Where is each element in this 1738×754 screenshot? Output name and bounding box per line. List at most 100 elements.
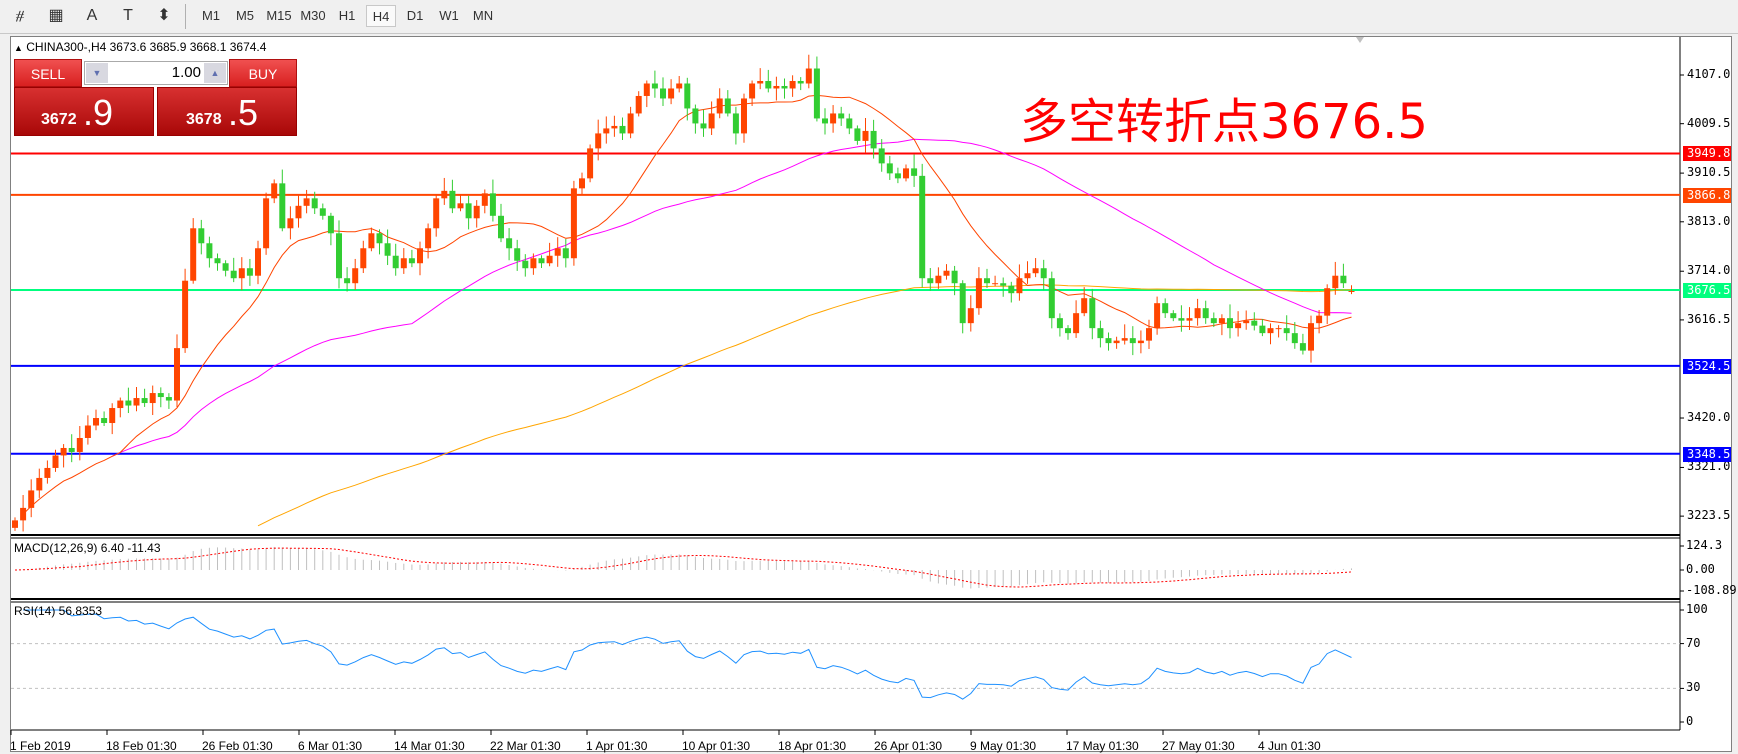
bearish-candle — [1251, 320, 1258, 326]
chart-window[interactable] — [10, 36, 1732, 752]
lot-decrease-icon[interactable]: ▼ — [86, 63, 108, 83]
lot-size-input[interactable]: ▼ 1.00 ▲ — [84, 61, 228, 85]
bullish-candle — [149, 393, 156, 404]
bearish-candle — [327, 215, 334, 234]
timeframe-m5[interactable]: M5 — [235, 8, 255, 23]
bullish-candle — [441, 190, 448, 199]
bearish-candle — [506, 238, 513, 249]
bearish-candle — [822, 118, 828, 124]
bearish-candle — [813, 68, 820, 119]
bearish-candle — [344, 278, 351, 284]
price-level-label: 3866.8 — [1683, 187, 1731, 203]
bullish-candle — [360, 248, 367, 269]
x-tick-label: 27 May 01:30 — [1162, 739, 1235, 753]
bearish-candle — [489, 193, 496, 216]
x-tick-label: 18 Apr 01:30 — [778, 739, 847, 753]
macd-tick-label: -108.89 — [1686, 583, 1737, 597]
rsi-tick-label: 0 — [1686, 714, 1694, 728]
text-icon[interactable]: A — [86, 7, 98, 24]
bullish-candle — [182, 280, 189, 349]
bullish-candle — [805, 68, 812, 84]
moving-average-fast-line — [22, 94, 1352, 515]
bearish-candle — [246, 268, 253, 276]
timeframe-mn[interactable]: MN — [472, 8, 494, 23]
bearish-candle — [846, 118, 853, 129]
macd-tick-label: 0.00 — [1686, 562, 1715, 576]
bearish-candle — [765, 80, 772, 89]
bearish-candle — [1089, 298, 1096, 329]
bearish-candle — [854, 128, 861, 141]
sell-price-button[interactable]: 3672 .9 — [14, 87, 154, 136]
bearish-candle — [449, 190, 456, 209]
bearish-candle — [408, 258, 415, 264]
bullish-candle — [76, 437, 83, 452]
bearish-candle — [1105, 338, 1112, 344]
collapse-triangle-icon[interactable]: ▲ — [14, 43, 23, 53]
bullish-candle — [60, 447, 67, 456]
bearish-candle — [376, 233, 383, 244]
bearish-candle — [1162, 303, 1169, 314]
bearish-candle — [1227, 318, 1233, 329]
lot-size-value[interactable]: 1.00 — [171, 64, 201, 81]
bearish-candle — [951, 270, 958, 284]
bearish-candle — [1202, 308, 1209, 319]
buy-price-button[interactable]: 3678 .5 — [157, 87, 297, 136]
buy-button[interactable]: BUY — [229, 59, 297, 87]
bullish-candle — [457, 203, 464, 209]
text-label-icon[interactable]: T — [123, 7, 133, 24]
x-tick-label: 22 Mar 01:30 — [490, 739, 561, 753]
timeframe-d1[interactable]: D1 — [406, 8, 424, 23]
timeframe-m15[interactable]: M15 — [266, 8, 292, 23]
timeframe-h4[interactable]: H4 — [366, 5, 396, 27]
fibonacci-fan-icon[interactable]: ▦ — [48, 7, 64, 24]
bullish-candle — [587, 148, 594, 179]
bullish-candle — [862, 130, 869, 141]
arrows-dropdown-icon[interactable]: ⬍ — [157, 7, 171, 24]
pivot-annotation: 多空转折点3676.5 — [1020, 94, 1428, 150]
bearish-candle — [1178, 318, 1185, 321]
bullish-candle — [481, 193, 488, 206]
bearish-candle — [498, 215, 504, 239]
bullish-candle — [271, 183, 278, 199]
bullish-candle — [595, 133, 602, 149]
y-tick-label: 3420.0 — [1687, 410, 1731, 425]
price-level-label: 3524.5 — [1683, 358, 1731, 374]
rsi-line — [23, 609, 1352, 700]
timeframe-m1[interactable]: M1 — [201, 8, 221, 23]
price-level-label: 3949.8 — [1683, 146, 1731, 162]
fibonacci-expansion-icon[interactable]: ⧣ — [15, 7, 25, 24]
bullish-candle — [789, 80, 796, 89]
macd-title: MACD(12,26,9) 6.40 -11.43 — [14, 541, 161, 555]
sell-button[interactable]: SELL — [14, 59, 82, 87]
price-level-label: 3348.5 — [1683, 446, 1731, 462]
bullish-candle — [716, 98, 723, 114]
bullish-candle — [303, 198, 310, 206]
buy-price-pips: .5 — [228, 92, 259, 133]
lot-increase-icon[interactable]: ▲ — [204, 63, 226, 83]
bullish-candle — [1275, 328, 1282, 330]
bearish-candle — [700, 123, 707, 129]
bullish-candle — [1073, 313, 1080, 334]
bearish-candle — [781, 85, 788, 89]
bearish-candle — [538, 258, 545, 264]
timeframe-h1[interactable]: H1 — [338, 8, 356, 23]
bearish-candle — [141, 398, 148, 404]
y-tick-label: 3813.0 — [1687, 213, 1731, 228]
bullish-candle — [117, 400, 124, 409]
bearish-candle — [1340, 275, 1347, 284]
bullish-candle — [295, 205, 302, 219]
bearish-candle — [692, 108, 699, 124]
bearish-candle — [1210, 318, 1217, 324]
bullish-candle — [1032, 268, 1039, 274]
bullish-candle — [1154, 303, 1161, 329]
bullish-candle — [352, 268, 359, 284]
timeframe-m30[interactable]: M30 — [300, 8, 326, 23]
bullish-candle — [1146, 328, 1152, 341]
bullish-candle — [238, 268, 245, 279]
timeframe-w1[interactable]: W1 — [439, 8, 459, 23]
bearish-candle — [959, 283, 966, 324]
x-tick-label: 4 Jun 01:30 — [1258, 739, 1321, 753]
bullish-candle — [400, 258, 407, 269]
bearish-candle — [1008, 285, 1015, 294]
